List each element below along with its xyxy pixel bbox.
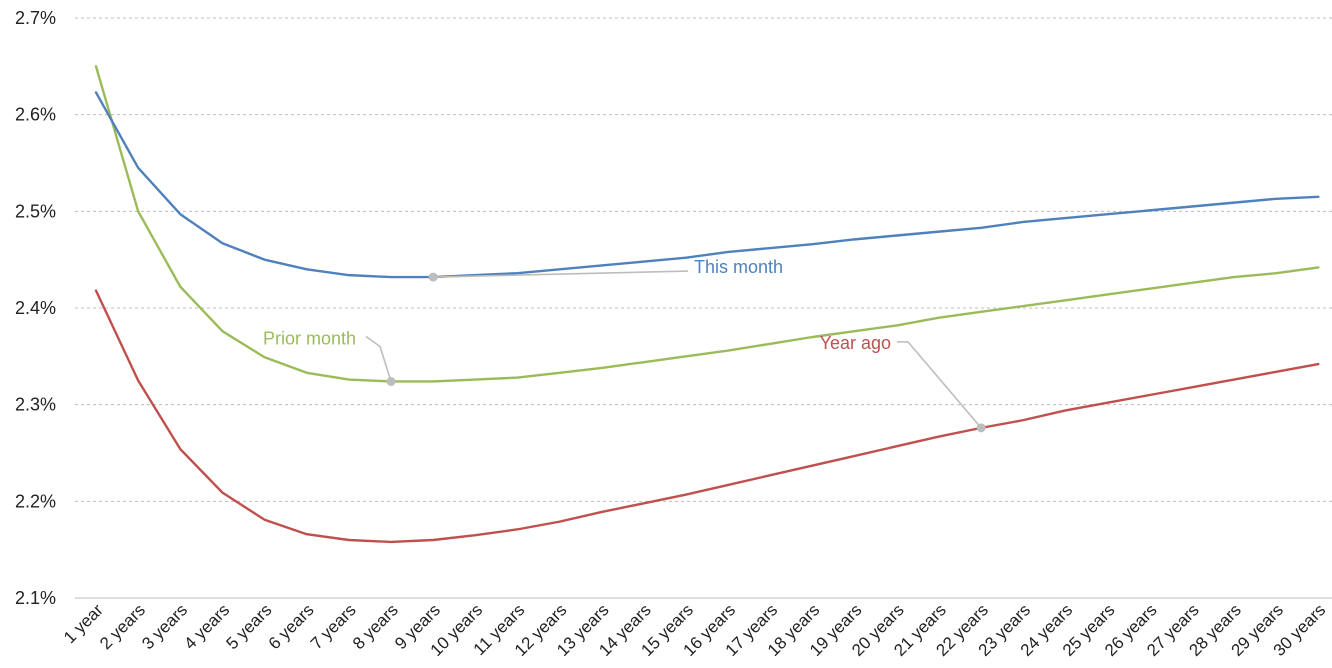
y-tick-label: 2.6% — [15, 105, 56, 125]
series-lines — [94, 65, 1320, 544]
series-annotations: This month Prior month Year ago — [263, 257, 986, 433]
marker-dot-year-ago — [976, 423, 986, 433]
series-line-this-month — [94, 91, 1320, 279]
x-tick-label: 8 years — [349, 600, 402, 653]
marker-dot-prior-month — [386, 376, 396, 386]
x-tick-label: 2 years — [96, 600, 149, 653]
series-label-this-month: This month — [694, 257, 783, 277]
grid-lines — [75, 17, 1332, 599]
leader-line-prior-month — [365, 335, 392, 382]
marker-dot-this-month — [428, 272, 438, 282]
leader-line-year-ago — [897, 341, 982, 429]
series-label-year-ago: Year ago — [820, 333, 891, 353]
series-line-year-ago — [94, 289, 1320, 544]
x-tick-label: 6 years — [265, 600, 318, 653]
y-tick-label: 2.2% — [15, 491, 56, 511]
y-tick-label: 2.4% — [15, 298, 56, 318]
leader-line-this-month — [433, 270, 689, 278]
series-line-prior-month — [94, 65, 1320, 383]
y-tick-label: 2.3% — [15, 395, 56, 415]
y-tick-label: 2.5% — [15, 201, 56, 221]
y-tick-label: 2.1% — [15, 588, 56, 608]
y-tick-label: 2.7% — [15, 8, 56, 28]
x-tick-label: 4 years — [180, 600, 233, 653]
y-axis-tick-labels: 2.1% 2.2% 2.3% 2.4% 2.5% 2.6% 2.7% — [15, 8, 56, 608]
x-tick-label: 7 years — [307, 600, 360, 653]
x-tick-label: 3 years — [138, 600, 191, 653]
x-tick-label: 5 years — [223, 600, 276, 653]
series-label-prior-month: Prior month — [263, 328, 356, 348]
